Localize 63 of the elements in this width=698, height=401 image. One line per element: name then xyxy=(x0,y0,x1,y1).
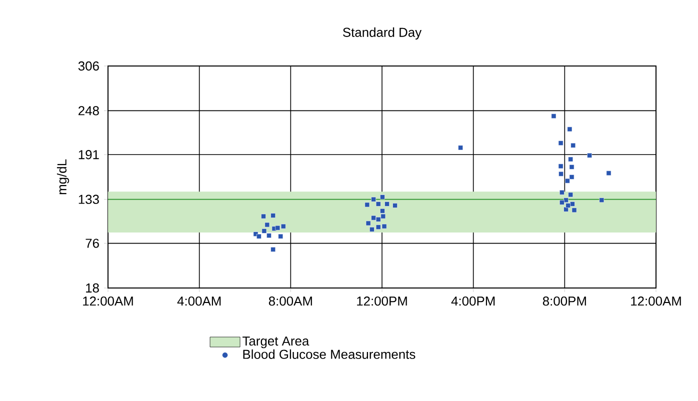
y-tick-label: 306 xyxy=(78,61,99,71)
point xyxy=(599,198,604,203)
point xyxy=(376,224,381,230)
x-tick-label: 8:00AM xyxy=(268,296,312,306)
point xyxy=(572,208,577,213)
point xyxy=(570,202,575,206)
point xyxy=(261,214,266,219)
y-tick-label: 18 xyxy=(86,283,99,293)
x-tick-label: 12:00AM xyxy=(631,296,681,306)
point xyxy=(376,202,381,206)
point xyxy=(366,220,371,226)
point xyxy=(364,202,370,208)
y-axis-title: mg/dL xyxy=(56,159,70,194)
point xyxy=(280,224,286,229)
y-tick-label: 191 xyxy=(78,150,99,160)
point xyxy=(380,214,386,219)
point xyxy=(587,152,592,158)
point xyxy=(262,228,267,234)
y-tick-label: 133 xyxy=(78,194,99,204)
legend-label: Blood Glucose Measurements xyxy=(243,349,416,359)
point xyxy=(558,171,564,176)
point xyxy=(551,114,556,119)
point xyxy=(270,247,276,252)
y-tick-label: 76 xyxy=(86,238,99,248)
point xyxy=(569,164,574,170)
point xyxy=(606,170,612,176)
point xyxy=(275,225,280,230)
legend-label: Target Area xyxy=(242,336,310,348)
point xyxy=(458,145,463,150)
point xyxy=(380,194,385,200)
x-tick-label: 12:00PM xyxy=(357,296,407,306)
point xyxy=(569,174,574,180)
point xyxy=(380,208,385,214)
x-tick-label: 12:00AM xyxy=(83,296,133,306)
point xyxy=(567,126,572,132)
point xyxy=(270,213,276,218)
point xyxy=(371,196,376,202)
point xyxy=(558,140,564,146)
x-tick-label: 4:00PM xyxy=(451,296,495,306)
point xyxy=(570,142,576,148)
point xyxy=(564,206,568,212)
point xyxy=(564,178,570,184)
point xyxy=(392,203,398,208)
point xyxy=(384,202,390,206)
point xyxy=(568,192,574,198)
point xyxy=(371,215,376,220)
y-tick-label: 248 xyxy=(78,106,99,116)
x-tick-label: 4:00AM xyxy=(177,296,221,306)
chart-title: Standard Day xyxy=(343,27,422,40)
point xyxy=(558,164,564,169)
point xyxy=(559,190,564,195)
point xyxy=(256,234,262,239)
point xyxy=(370,226,374,232)
point xyxy=(382,224,387,229)
point xyxy=(566,203,571,208)
point xyxy=(278,234,284,239)
point xyxy=(264,222,270,228)
point xyxy=(564,198,568,203)
point xyxy=(559,200,564,205)
point xyxy=(266,233,272,238)
point xyxy=(376,216,381,222)
point xyxy=(568,156,574,162)
x-tick-label: 8:00PM xyxy=(542,296,586,306)
